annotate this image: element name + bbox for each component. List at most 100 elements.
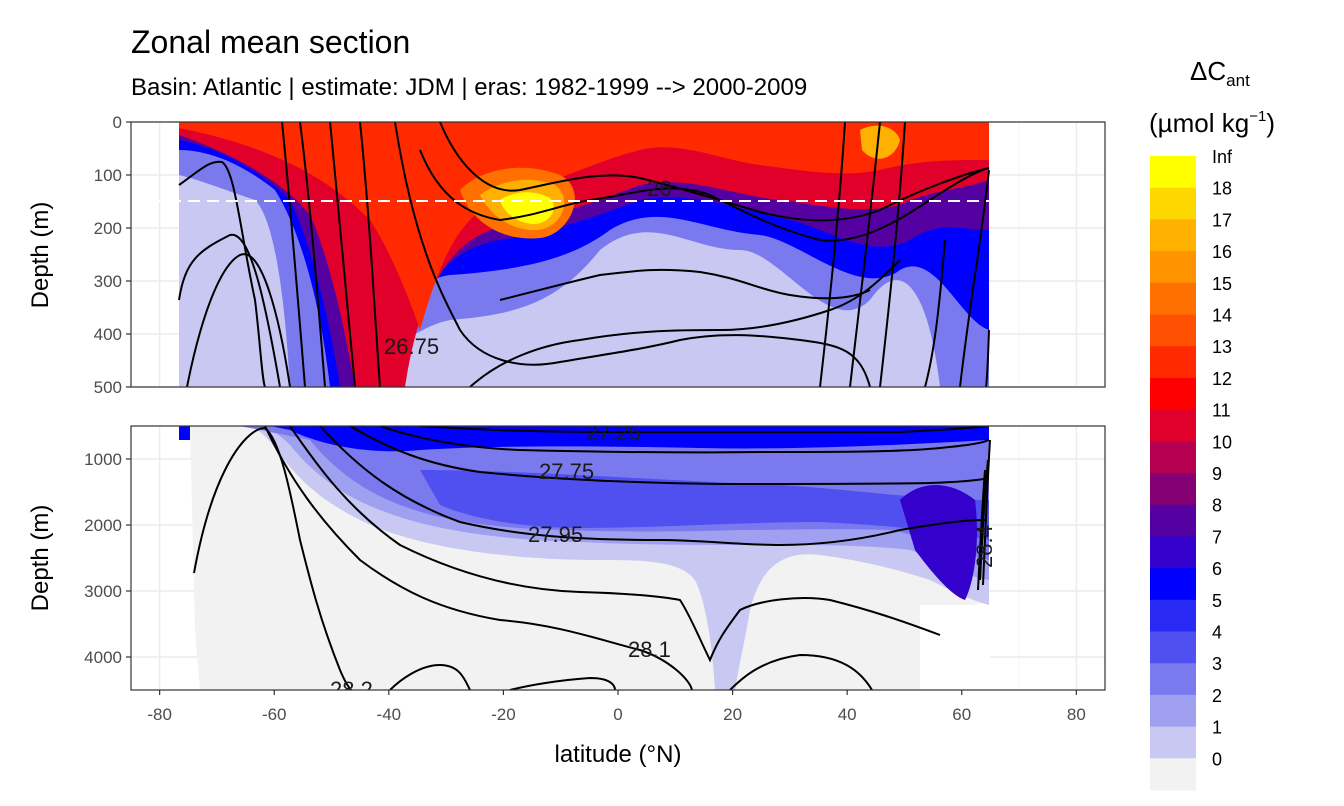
legend-color-step xyxy=(1150,156,1196,189)
contour-line xyxy=(499,268,871,301)
field-band-7 xyxy=(900,485,977,600)
legend-tick-label: 3 xyxy=(1212,654,1222,674)
legend-tick-label: 15 xyxy=(1212,274,1232,294)
upper-contours xyxy=(178,122,990,387)
contour-line xyxy=(349,426,990,486)
upper-panel-border xyxy=(130,121,1106,388)
field-left-edge xyxy=(179,426,190,440)
contour-line xyxy=(982,439,991,586)
contour-line xyxy=(419,426,990,434)
contour-line xyxy=(977,469,986,591)
y-tick-label: 4000 xyxy=(84,648,122,667)
y-tick-label: 300 xyxy=(94,272,122,291)
legend-color-steps xyxy=(1150,156,1196,791)
field-band-13 xyxy=(179,122,989,330)
contour-line xyxy=(959,169,990,387)
legend-color-step xyxy=(1150,441,1196,474)
contour-line xyxy=(924,239,946,387)
contour-line xyxy=(419,149,990,242)
legend-tick-label: 11 xyxy=(1212,401,1231,421)
lower-panel: 27.25 27.75 27.95 28.1 28.2 28.4 1000 200… xyxy=(84,420,1106,702)
legend-color-step xyxy=(1150,568,1196,601)
isopycnal-label-28-2: 28.2 xyxy=(330,677,373,702)
contour-line xyxy=(319,426,986,547)
legend-tick-label: 4 xyxy=(1212,623,1222,643)
legend-color-step xyxy=(1150,599,1196,632)
contour-line xyxy=(359,122,381,387)
lower-field: 27.25 27.75 27.95 28.1 28.2 28.4 xyxy=(179,420,997,702)
x-tick-label: -60 xyxy=(262,705,287,724)
field-no-data-area xyxy=(920,605,990,690)
chart-subtitle: Basin: Atlantic | estimate: JDM | eras: … xyxy=(131,74,808,101)
legend-tick-label: 13 xyxy=(1212,337,1232,357)
contour-line xyxy=(379,426,990,454)
legend-tick-label: 16 xyxy=(1212,242,1232,262)
legend-tick-label: 14 xyxy=(1212,306,1232,326)
x-tick-label: 40 xyxy=(838,705,857,724)
x-tick-label: -20 xyxy=(491,705,516,724)
legend-color-step xyxy=(1150,663,1196,696)
legend-color-step xyxy=(1150,251,1196,284)
y-axis-label-upper: Depth (m) xyxy=(27,202,54,309)
contour-line xyxy=(329,122,356,387)
upper-field: 26 26.75 xyxy=(131,122,1105,387)
contour-line xyxy=(389,663,471,690)
chart-title: Zonal mean section xyxy=(131,24,411,60)
legend-color-step xyxy=(1150,726,1196,759)
lower-y-axis-ticks: 1000 2000 3000 4000 xyxy=(84,450,131,667)
y-tick-label: 3000 xyxy=(84,582,122,601)
contour-line xyxy=(979,459,989,581)
contour-line xyxy=(394,122,871,387)
legend-color-step xyxy=(1150,504,1196,537)
x-tick-label: 80 xyxy=(1067,705,1086,724)
contour-line xyxy=(819,122,846,387)
field-warm-north xyxy=(860,125,900,159)
y-tick-label: 100 xyxy=(94,166,122,185)
isopycnal-label-28-1: 28.1 xyxy=(628,637,671,662)
legend-tick-label: 17 xyxy=(1212,210,1232,230)
legend-tick-label: 12 xyxy=(1212,369,1232,389)
contour-line xyxy=(849,122,881,387)
legend-tick-label: 0 xyxy=(1212,749,1222,769)
legend-color-step xyxy=(1150,187,1196,220)
contour-line xyxy=(193,426,353,690)
legend-color-step xyxy=(1150,346,1196,379)
upper-panel: 26 26.75 0 100 200 300 400 500 xyxy=(94,113,1106,397)
contour-line xyxy=(729,653,873,690)
legend-color-step xyxy=(1150,377,1196,411)
contour-line xyxy=(264,426,693,690)
isopycnal-label-27-25: 27.25 xyxy=(586,420,641,445)
legend-tick-label: 8 xyxy=(1212,496,1222,516)
isopycnal-label-27-75: 27.75 xyxy=(539,459,594,484)
isopycnal-label-28-4: 28.4 xyxy=(972,525,997,568)
contour-line xyxy=(469,259,901,387)
isopycnal-label-27-95: 27.95 xyxy=(528,522,583,547)
contour-line xyxy=(509,676,616,690)
x-tick-label: 60 xyxy=(952,705,971,724)
legend-tick-label: 2 xyxy=(1212,686,1222,706)
contour-line xyxy=(985,329,990,387)
legend-color-step xyxy=(1150,758,1196,791)
legend-tick-label: Inf xyxy=(1212,147,1233,167)
legend-color-step xyxy=(1150,536,1196,569)
legend-tick-label: 1 xyxy=(1212,718,1222,738)
legend-tick-label: 7 xyxy=(1212,527,1222,547)
contour-line xyxy=(289,426,941,663)
isopycnal-label-26-75: 26.75 xyxy=(384,334,439,359)
legend-color-step xyxy=(1150,409,1196,442)
legend-tick-label: 10 xyxy=(1212,432,1232,452)
y-axis-label-lower: Depth (m) xyxy=(27,505,54,612)
x-tick-label: -80 xyxy=(147,705,172,724)
x-axis-label: latitude (°N) xyxy=(555,741,682,768)
x-tick-label: 20 xyxy=(723,705,742,724)
legend-tick-label: 6 xyxy=(1212,559,1222,579)
isopycnal-label-26: 26 xyxy=(647,176,671,201)
upper-y-axis-ticks: 0 100 200 300 400 500 xyxy=(94,113,131,397)
legend-color-step xyxy=(1150,631,1196,664)
legend-color-step xyxy=(1150,473,1196,506)
legend-unit: (µmol kg−1) xyxy=(1149,108,1275,138)
x-axis-ticks: -80 -60 -40 -20 0 20 40 60 80 xyxy=(147,690,1086,724)
legend-color-step xyxy=(1150,694,1196,728)
